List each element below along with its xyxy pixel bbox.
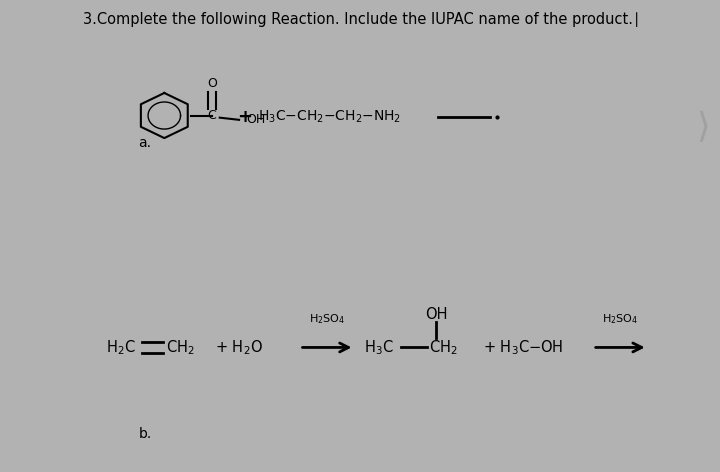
Text: CH$_2$: CH$_2$ [166, 338, 194, 357]
Text: +: + [238, 108, 252, 126]
Text: $+$ H$_3$C$-$OH: $+$ H$_3$C$-$OH [483, 338, 564, 357]
Text: OH: OH [425, 307, 448, 321]
Text: ⟩: ⟩ [696, 110, 710, 144]
Text: OH: OH [246, 113, 266, 126]
Text: H$_3$C$-$CH$_2$$-$CH$_2$$-$NH$_2$: H$_3$C$-$CH$_2$$-$CH$_2$$-$NH$_2$ [258, 109, 401, 126]
Text: 3.Complete the following Reaction. Include the IUPAC name of the product.∣: 3.Complete the following Reaction. Inclu… [83, 12, 640, 27]
Text: O: O [207, 77, 217, 90]
Text: b.: b. [138, 428, 152, 441]
Text: a.: a. [138, 136, 151, 151]
Text: H$_2$SO$_4$: H$_2$SO$_4$ [602, 312, 639, 327]
Text: H$_3$C: H$_3$C [364, 338, 394, 357]
Text: H$_2$SO$_4$: H$_2$SO$_4$ [309, 312, 345, 327]
Text: $+$ H$_2$O: $+$ H$_2$O [215, 338, 262, 357]
Text: C: C [207, 109, 217, 122]
Text: H$_2$C: H$_2$C [107, 338, 136, 357]
Text: CH$_2$: CH$_2$ [428, 338, 457, 357]
